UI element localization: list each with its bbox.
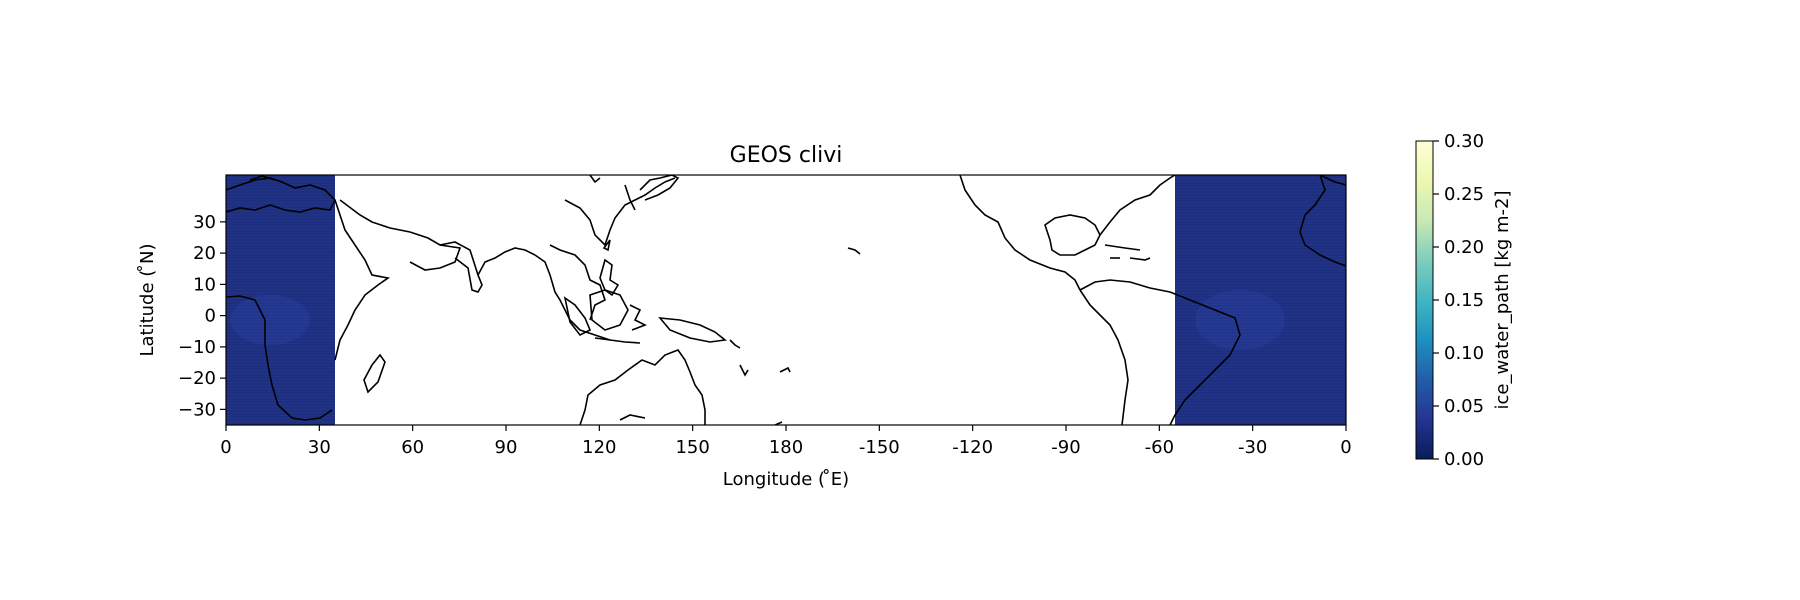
colorbar-tick-label: 0.05	[1444, 396, 1484, 417]
colorbar-gradient	[1416, 141, 1433, 459]
y-tick-label: 20	[193, 243, 216, 264]
colorbar-tick-label: 0.00	[1444, 449, 1484, 470]
y-tick-label: −30	[178, 399, 216, 420]
x-tick-label: 90	[495, 437, 518, 458]
x-tick-label: -120	[952, 437, 993, 458]
chart-title: GEOS clivi	[730, 143, 843, 168]
x-tick-label: 30	[308, 437, 331, 458]
colorbar-tick-label: 0.30	[1444, 131, 1484, 152]
y-tick-label: 10	[193, 274, 216, 295]
x-tick-label: 0	[1340, 437, 1351, 458]
data-highlight-south-america	[1195, 290, 1285, 350]
x-tick-label: -60	[1145, 437, 1174, 458]
map-panel	[226, 175, 1346, 425]
data-highlight-africa	[230, 295, 310, 345]
x-tick-label: -90	[1051, 437, 1080, 458]
colorbar-tick-label: 0.20	[1444, 237, 1484, 258]
colorbar-label: ice_water_path [kg m-2]	[1492, 191, 1513, 410]
x-tick-label: 150	[675, 437, 709, 458]
y-tick-label: −20	[178, 368, 216, 389]
x-tick-label: 0	[220, 437, 231, 458]
colorbar-ticks: 0.30 0.25 0.20 0.15 0.10 0.05 0.00	[1433, 131, 1484, 470]
colorbar: 0.30 0.25 0.20 0.15 0.10 0.05 0.00 ice_water_p…	[1416, 131, 1513, 470]
x-tick-label: 60	[401, 437, 424, 458]
x-tick-label: -30	[1238, 437, 1267, 458]
x-tick-label: 180	[769, 437, 803, 458]
colorbar-tick-label: 0.10	[1444, 343, 1484, 364]
colorbar-tick-label: 0.15	[1444, 290, 1484, 311]
x-axis: 0 30 60 90 120 150 180 -150 -120 -90 -60 -30 0	[220, 425, 1351, 458]
x-tick-label: 120	[582, 437, 616, 458]
y-axis: 30 20 10 0 −10 −20 −30	[178, 212, 226, 421]
colorbar-tick-label: 0.25	[1444, 184, 1484, 205]
y-tick-label: 0	[205, 306, 216, 327]
y-tick-label: 30	[193, 212, 216, 233]
x-axis-label: Longitude ( ̊E)	[723, 469, 849, 490]
y-tick-label: −10	[178, 337, 216, 358]
y-axis-label: Latitude ( ̊N)	[137, 243, 158, 356]
x-tick-label: -150	[859, 437, 900, 458]
